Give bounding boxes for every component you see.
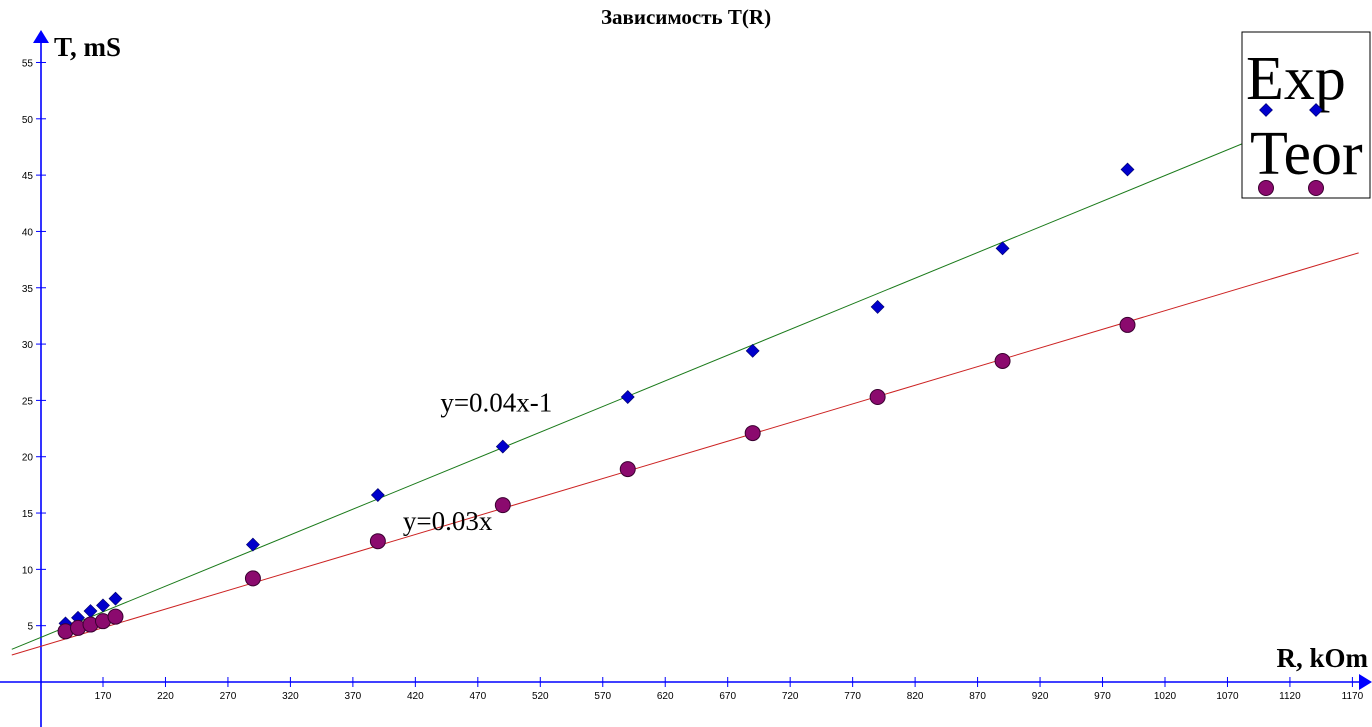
point-teor [1119,316,1136,333]
y-axis-arrow [33,30,49,43]
point-teor [744,425,761,442]
x-tick-label: 1120 [1279,691,1301,702]
x-tick-label: 720 [782,691,799,702]
x-tick-label: 820 [907,691,924,702]
legend-marker-teor [1308,180,1324,196]
x-axis-arrow [1359,674,1372,690]
x-tick-label: 970 [1094,691,1111,702]
point-exp [1120,162,1135,177]
axes [0,30,1372,727]
y-tick-label: 50 [22,115,34,126]
ticks: 170 220 270 320 370 420 470 520 570 620 670 720 770 8… [22,58,1364,702]
y-tick-label: 10 [22,565,34,576]
point-exp [370,488,385,502]
point-exp [246,537,260,552]
y-axis-label: T, mS [54,32,121,62]
x-tick-label: 370 [345,691,362,702]
point-exp [995,241,1010,256]
y-tick-label: 30 [22,340,34,351]
x-tick-label: 870 [969,691,986,702]
point-teor [869,389,886,406]
x-tick-label: 920 [1032,691,1049,702]
trendline-1 [11,252,1359,656]
point-teor [619,461,636,478]
y-tick-label: 25 [22,396,34,407]
y-tick-label: 15 [22,509,34,520]
point-teor [244,570,261,587]
point-teor [494,497,511,514]
x-tick-label: 570 [594,691,611,702]
y-tick-label: 55 [22,58,34,69]
x-tick-label: 470 [469,691,486,702]
point-teor [994,352,1011,369]
x-tick-label: 1170 [1342,691,1364,702]
x-tick-label: 670 [719,691,736,702]
x-tick-label: 1070 [1216,691,1239,702]
x-tick-label: 620 [657,691,674,702]
y-tick-label: 35 [22,284,34,295]
point-exp [870,299,885,314]
point-exp [620,390,635,404]
y-tick-label: 5 [27,622,33,633]
x-tick-label: 770 [844,691,861,702]
y-tick-label: 20 [22,453,34,464]
x-tick-label: 220 [157,691,174,702]
legend-box [1241,31,1371,199]
legend-marker-exp [1309,103,1323,117]
y-tick-label: 40 [22,227,34,238]
x-tick-label: 1020 [1154,691,1177,702]
legend-label-teor: Teor [1250,120,1363,188]
x-tick-label: 170 [95,691,112,702]
x-tick-label: 320 [282,691,299,702]
point-exp [745,343,760,358]
point-exp [495,439,510,454]
trendline-equation-0: y=0.04x-1 [440,388,552,418]
x-tick-label: 520 [532,691,549,702]
legend-label-exp: Exp [1246,45,1346,113]
legend-markers [1258,103,1324,196]
chart-title: Зависимость T(R) [601,5,771,29]
legend-marker-exp [1259,103,1273,117]
point-exp [96,598,110,613]
trendline-equation-1: y=0.03x [403,506,493,536]
x-axis-label: R, kOm [1276,643,1368,673]
trendlines: y=0.04x-1 y=0.03x [11,98,1359,656]
legend-marker-teor [1258,180,1274,196]
y-tick-label: 45 [22,171,34,182]
x-tick-label: 420 [407,691,424,702]
trendline-0 [11,98,1353,650]
point-exp [108,591,123,606]
x-tick-label: 270 [220,691,237,702]
point-teor [107,608,124,625]
point-teor [369,533,386,550]
legend: Exp Teor [1241,31,1371,199]
data-points [57,162,1136,640]
